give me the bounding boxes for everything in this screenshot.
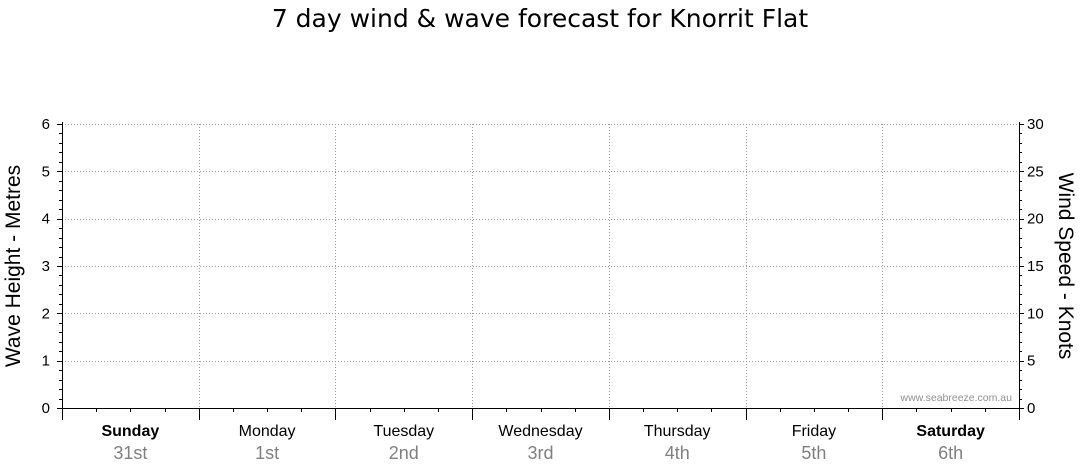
x-date-label: 6th: [938, 443, 963, 463]
y-right-tick-label: 20: [1027, 211, 1044, 228]
y-right-tick-label: 25: [1027, 163, 1044, 180]
y-left-tick-label: 5: [42, 163, 50, 180]
x-day-label: Saturday: [916, 423, 985, 440]
y-left-tick-label: 2: [42, 305, 50, 322]
x-date-label: 1st: [255, 443, 279, 463]
axes-layer: [57, 122, 1024, 420]
x-day-label: Friday: [792, 423, 836, 440]
x-day-label: Monday: [239, 423, 296, 440]
y-left-tick-label: 0: [42, 400, 50, 417]
y-left-tick-label: 6: [42, 116, 50, 133]
y-right-tick-label: 10: [1027, 305, 1044, 322]
x-day-label: Wednesday: [498, 423, 582, 440]
chart-title: 7 day wind & wave forecast for Knorrit F…: [271, 4, 809, 33]
x-day-label: Thursday: [644, 423, 711, 440]
y-left-tick-label: 3: [42, 258, 50, 275]
labels-layer: 0 1 2 3 4 5 6 0 5 10 15 20 25 30 Sunday 31st Monday 1st Tu…: [42, 116, 1044, 463]
x-day-label: Tuesday: [373, 423, 434, 440]
y-right-tick-label: 15: [1027, 258, 1044, 275]
y-left-tick-label: 1: [42, 353, 50, 370]
y-right-tick-label: 30: [1027, 116, 1044, 133]
y-axis-right-label: Wind Speed - Knots: [1054, 173, 1077, 360]
grid-layer: [62, 124, 1019, 408]
y-right-tick-label: 5: [1027, 353, 1035, 370]
x-date-label: 31st: [113, 443, 147, 463]
x-date-label: 2nd: [389, 443, 419, 463]
y-left-tick-label: 4: [42, 211, 50, 228]
y-right-tick-label: 0: [1027, 400, 1035, 417]
x-date-label: 5th: [801, 443, 826, 463]
watermark-text: www.seabreeze.com.au: [900, 392, 1013, 404]
x-day-label: Sunday: [101, 423, 159, 440]
x-date-label: 4th: [665, 443, 690, 463]
y-axis-left-label: Wave Height - Metres: [2, 165, 25, 367]
x-date-label: 3rd: [527, 443, 553, 463]
